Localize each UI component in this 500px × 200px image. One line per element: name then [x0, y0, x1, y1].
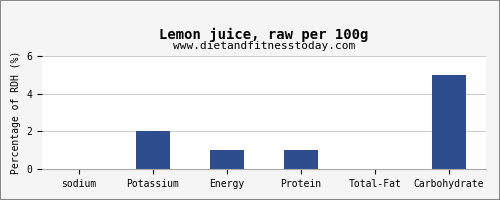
- Bar: [284, 150, 318, 169]
- Bar: [136, 131, 170, 169]
- Bar: [210, 150, 244, 169]
- Title: Lemon juice, raw per 100g: Lemon juice, raw per 100g: [160, 28, 368, 42]
- Bar: [432, 75, 466, 169]
- Text: www.dietandfitnesstoday.com: www.dietandfitnesstoday.com: [173, 41, 355, 51]
- Y-axis label: Percentage of RDH (%): Percentage of RDH (%): [11, 51, 21, 174]
